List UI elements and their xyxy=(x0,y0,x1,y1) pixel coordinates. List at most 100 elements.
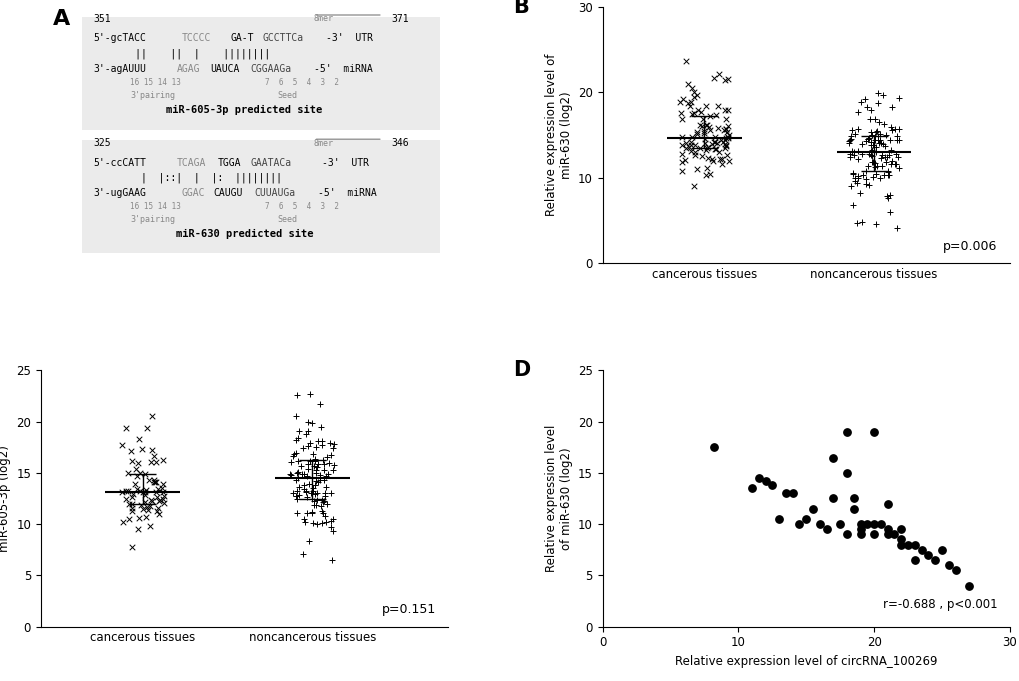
Point xyxy=(850,145,866,156)
Point xyxy=(698,120,714,131)
Point xyxy=(137,469,153,479)
Point xyxy=(288,485,305,496)
Point xyxy=(132,500,149,511)
Point xyxy=(150,484,166,494)
Point xyxy=(715,125,732,136)
Point xyxy=(843,133,859,144)
Point xyxy=(305,483,321,494)
Point xyxy=(304,507,320,518)
Point xyxy=(880,170,897,180)
Text: A: A xyxy=(53,10,70,29)
Point xyxy=(716,134,733,145)
Point xyxy=(743,483,759,494)
Point xyxy=(124,505,141,516)
Text: UAUCA: UAUCA xyxy=(210,64,238,74)
Point xyxy=(845,503,861,514)
Point xyxy=(308,467,324,478)
Point xyxy=(709,123,726,133)
Text: 5'-ccCATT: 5'-ccCATT xyxy=(94,157,147,168)
Point xyxy=(791,519,807,530)
Text: TCCCC: TCCCC xyxy=(181,33,211,44)
Point xyxy=(673,108,689,118)
Point xyxy=(695,113,711,124)
Point xyxy=(871,138,888,148)
Point xyxy=(866,158,882,169)
Point xyxy=(310,436,326,447)
Point xyxy=(850,173,866,184)
Point xyxy=(156,490,172,501)
Point xyxy=(876,141,893,152)
Point xyxy=(118,423,135,434)
Point xyxy=(861,114,877,125)
Point xyxy=(888,148,904,159)
Point xyxy=(129,458,146,469)
Point xyxy=(890,162,906,173)
Point xyxy=(144,445,160,456)
Point xyxy=(673,114,689,125)
Point xyxy=(865,519,881,530)
Point xyxy=(325,443,341,454)
Point xyxy=(151,494,167,505)
Point xyxy=(144,495,160,506)
Point xyxy=(324,555,340,566)
Point xyxy=(720,156,737,167)
Point xyxy=(289,473,306,484)
Point xyxy=(317,491,333,502)
Point xyxy=(862,126,878,137)
Point xyxy=(301,535,317,546)
Point xyxy=(919,550,935,560)
Point xyxy=(306,454,322,465)
Point xyxy=(824,452,841,463)
Point xyxy=(872,519,889,530)
Point xyxy=(292,460,309,471)
Point xyxy=(287,434,304,445)
Point xyxy=(130,433,147,444)
Point xyxy=(314,436,330,447)
Point xyxy=(318,471,334,482)
Point xyxy=(300,459,316,470)
Point xyxy=(313,422,329,432)
Point xyxy=(683,82,699,93)
Point xyxy=(289,467,306,478)
Point xyxy=(696,126,712,137)
Point xyxy=(309,462,325,473)
Point xyxy=(867,141,883,152)
Point xyxy=(140,505,156,516)
Point xyxy=(686,108,702,118)
Point xyxy=(701,125,717,136)
Point xyxy=(845,146,861,157)
Point xyxy=(863,151,879,161)
Text: Seed: Seed xyxy=(277,91,297,99)
Point xyxy=(877,130,894,141)
Point xyxy=(679,79,695,90)
Point xyxy=(889,134,905,145)
Point xyxy=(888,159,904,170)
Point xyxy=(712,135,729,146)
Point xyxy=(323,488,339,499)
Point xyxy=(683,131,699,142)
Point xyxy=(880,135,897,146)
Text: 371: 371 xyxy=(390,14,409,24)
Point xyxy=(703,138,719,149)
Point xyxy=(697,144,713,155)
Point xyxy=(711,154,728,165)
Point xyxy=(750,473,766,484)
Point xyxy=(144,457,160,468)
Point xyxy=(322,516,338,527)
Point xyxy=(688,126,704,137)
Point xyxy=(302,438,318,449)
Point xyxy=(842,131,858,142)
Point xyxy=(847,176,863,187)
Point xyxy=(689,104,705,115)
Text: GA-T: GA-T xyxy=(230,33,254,44)
Point xyxy=(319,469,335,479)
Point xyxy=(881,122,898,133)
Point xyxy=(848,218,864,229)
Point xyxy=(857,178,873,189)
Point xyxy=(717,141,734,152)
Point xyxy=(284,488,301,498)
Text: CUUAUGa: CUUAUGa xyxy=(255,189,296,198)
Point xyxy=(325,464,341,475)
Point xyxy=(308,488,324,498)
Point xyxy=(719,105,736,116)
